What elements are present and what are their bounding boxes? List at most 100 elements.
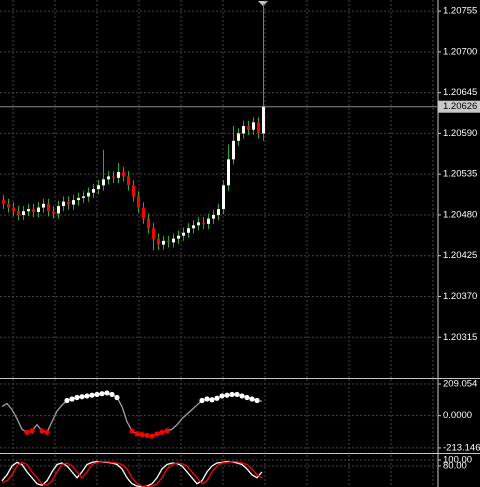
candle-body xyxy=(252,122,255,130)
candle-body xyxy=(212,214,215,219)
candle-body xyxy=(107,176,110,180)
candle-body xyxy=(22,211,25,215)
signal-dot xyxy=(149,433,155,439)
current-price-label: 1.20626 xyxy=(443,101,477,112)
candle-body xyxy=(137,196,140,208)
indicator-line xyxy=(1,460,263,487)
signal-dot xyxy=(134,431,140,437)
signal-dot xyxy=(39,428,45,434)
signal-dot xyxy=(139,431,145,438)
candle-body xyxy=(12,207,15,212)
candle-body xyxy=(52,211,55,214)
signal-dot xyxy=(244,394,250,401)
candle-body xyxy=(132,185,135,197)
candle-body xyxy=(197,222,200,226)
signal-dot xyxy=(199,397,205,404)
y-tick-label: 1.20700 xyxy=(443,46,477,57)
signal-dot xyxy=(24,429,30,435)
scroll-marker xyxy=(258,1,268,6)
candle-body xyxy=(247,126,250,130)
candle-body xyxy=(102,179,105,186)
candle-body xyxy=(232,140,235,160)
candle-body xyxy=(257,122,260,134)
candle-body xyxy=(152,228,155,239)
indicator-line xyxy=(1,460,263,487)
candle-body xyxy=(32,209,35,212)
signal-dot xyxy=(224,392,230,398)
current-price-box xyxy=(438,100,480,113)
signal-dot xyxy=(114,394,120,401)
candle-body xyxy=(72,200,75,205)
signal-dot xyxy=(159,429,165,435)
candle-body xyxy=(207,218,210,224)
candle-body xyxy=(237,133,240,141)
candle-body xyxy=(37,207,40,212)
candle-body xyxy=(82,196,85,198)
y-tick-label: 209.054 xyxy=(443,379,477,390)
candle-body xyxy=(117,171,120,178)
candle-body xyxy=(227,159,230,186)
signal-dot xyxy=(64,397,70,404)
candle-body xyxy=(92,189,95,193)
y-tick-label: 100.00 xyxy=(443,455,472,466)
candle-body xyxy=(122,171,125,177)
candle-body xyxy=(187,228,190,233)
y-tick-label: 1.20755 xyxy=(443,6,477,17)
candle-body xyxy=(87,192,90,197)
signal-dot xyxy=(104,390,110,396)
candle-body xyxy=(222,185,225,210)
y-tick-label: 1.20535 xyxy=(443,169,477,180)
signal-dot xyxy=(204,396,210,402)
y-tick-label: 1.20315 xyxy=(443,332,477,343)
signal-dot xyxy=(84,393,90,399)
y-tick-label: 80.00 xyxy=(443,460,467,471)
candle-body xyxy=(177,235,180,239)
signal-dot xyxy=(249,396,255,402)
signal-dot xyxy=(214,395,220,401)
candle-body xyxy=(217,209,220,215)
candle-body xyxy=(202,222,205,224)
candle-body xyxy=(42,203,45,208)
candle-body xyxy=(262,106,265,134)
candle-body xyxy=(57,206,60,214)
candle-body xyxy=(7,203,10,208)
candle-body xyxy=(182,232,185,236)
candle-body xyxy=(27,209,30,212)
signal-dot xyxy=(94,391,100,398)
candle-body xyxy=(162,240,165,245)
candle-body xyxy=(97,185,100,189)
y-tick-label: 1.20370 xyxy=(443,291,477,302)
y-tick-label: 1.20425 xyxy=(443,250,477,261)
candle-body xyxy=(62,201,65,207)
candle-body xyxy=(157,238,160,245)
signal-dot xyxy=(144,432,150,438)
signal-dot xyxy=(219,393,225,399)
signal-dot xyxy=(254,397,260,404)
y-tick-label: -213.146 xyxy=(443,442,480,453)
signal-dot xyxy=(109,391,115,398)
signal-dot xyxy=(89,392,95,398)
signal-dot xyxy=(209,397,215,403)
candle-body xyxy=(167,240,170,243)
candle-body xyxy=(17,211,20,215)
signal-dot xyxy=(229,391,235,398)
signal-dot xyxy=(79,394,85,400)
y-tick-label: 1.20645 xyxy=(443,87,477,98)
signal-dot xyxy=(129,428,135,434)
candle-body xyxy=(112,176,115,178)
signal-dot xyxy=(74,394,80,401)
signal-dot xyxy=(69,396,75,402)
signal-dot xyxy=(44,429,50,435)
candle-body xyxy=(142,207,145,219)
candle-body xyxy=(192,225,195,229)
signal-dot xyxy=(234,391,240,398)
candle-body xyxy=(77,197,80,201)
signal-dot xyxy=(29,428,35,434)
candle-body xyxy=(2,200,5,204)
signal-dot xyxy=(239,393,245,399)
candle-body xyxy=(172,238,175,243)
candle-body xyxy=(67,201,70,205)
signal-dot xyxy=(99,391,105,397)
